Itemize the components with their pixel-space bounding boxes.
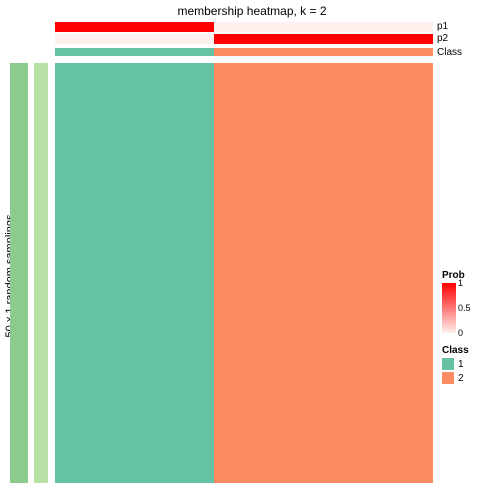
legend-class-items: 12: [442, 358, 469, 384]
legend-prob-gradient: [442, 283, 456, 333]
segment: [214, 48, 433, 56]
legend-prob-tick: 1: [458, 278, 463, 288]
legend-class: Class 12: [442, 345, 469, 386]
legend-class-label: 1: [458, 359, 464, 370]
legend-class-title: Class: [442, 345, 469, 356]
outer-row-strip: [10, 63, 28, 483]
heatmap-column: [55, 63, 214, 483]
annotation-row-p1: [55, 22, 433, 32]
annotation-label-p1: p1: [437, 21, 448, 32]
legend-swatch: [442, 358, 454, 370]
legend-swatch: [442, 372, 454, 384]
annotation-row-class: [55, 48, 433, 56]
segment: [55, 48, 214, 56]
chart-title: membership heatmap, k = 2: [0, 4, 504, 18]
heatmap-body: [55, 63, 433, 483]
legend-prob: Prob 10.50: [442, 270, 465, 333]
annotation-label-p2: p2: [437, 33, 448, 44]
inner-row-strip: [34, 63, 48, 483]
annotation-row-p2: [55, 34, 433, 44]
segment: [214, 34, 433, 44]
segment: [55, 34, 214, 44]
annotation-label-class: Class: [437, 47, 462, 58]
legend-class-label: 2: [458, 373, 464, 384]
legend-prob-tick: 0: [458, 328, 463, 338]
segment: [214, 22, 433, 32]
segment: [55, 22, 214, 32]
legend-class-item: 2: [442, 372, 469, 384]
legend-prob-tick: 0.5: [458, 303, 471, 313]
legend-class-item: 1: [442, 358, 469, 370]
heatmap-column: [214, 63, 433, 483]
